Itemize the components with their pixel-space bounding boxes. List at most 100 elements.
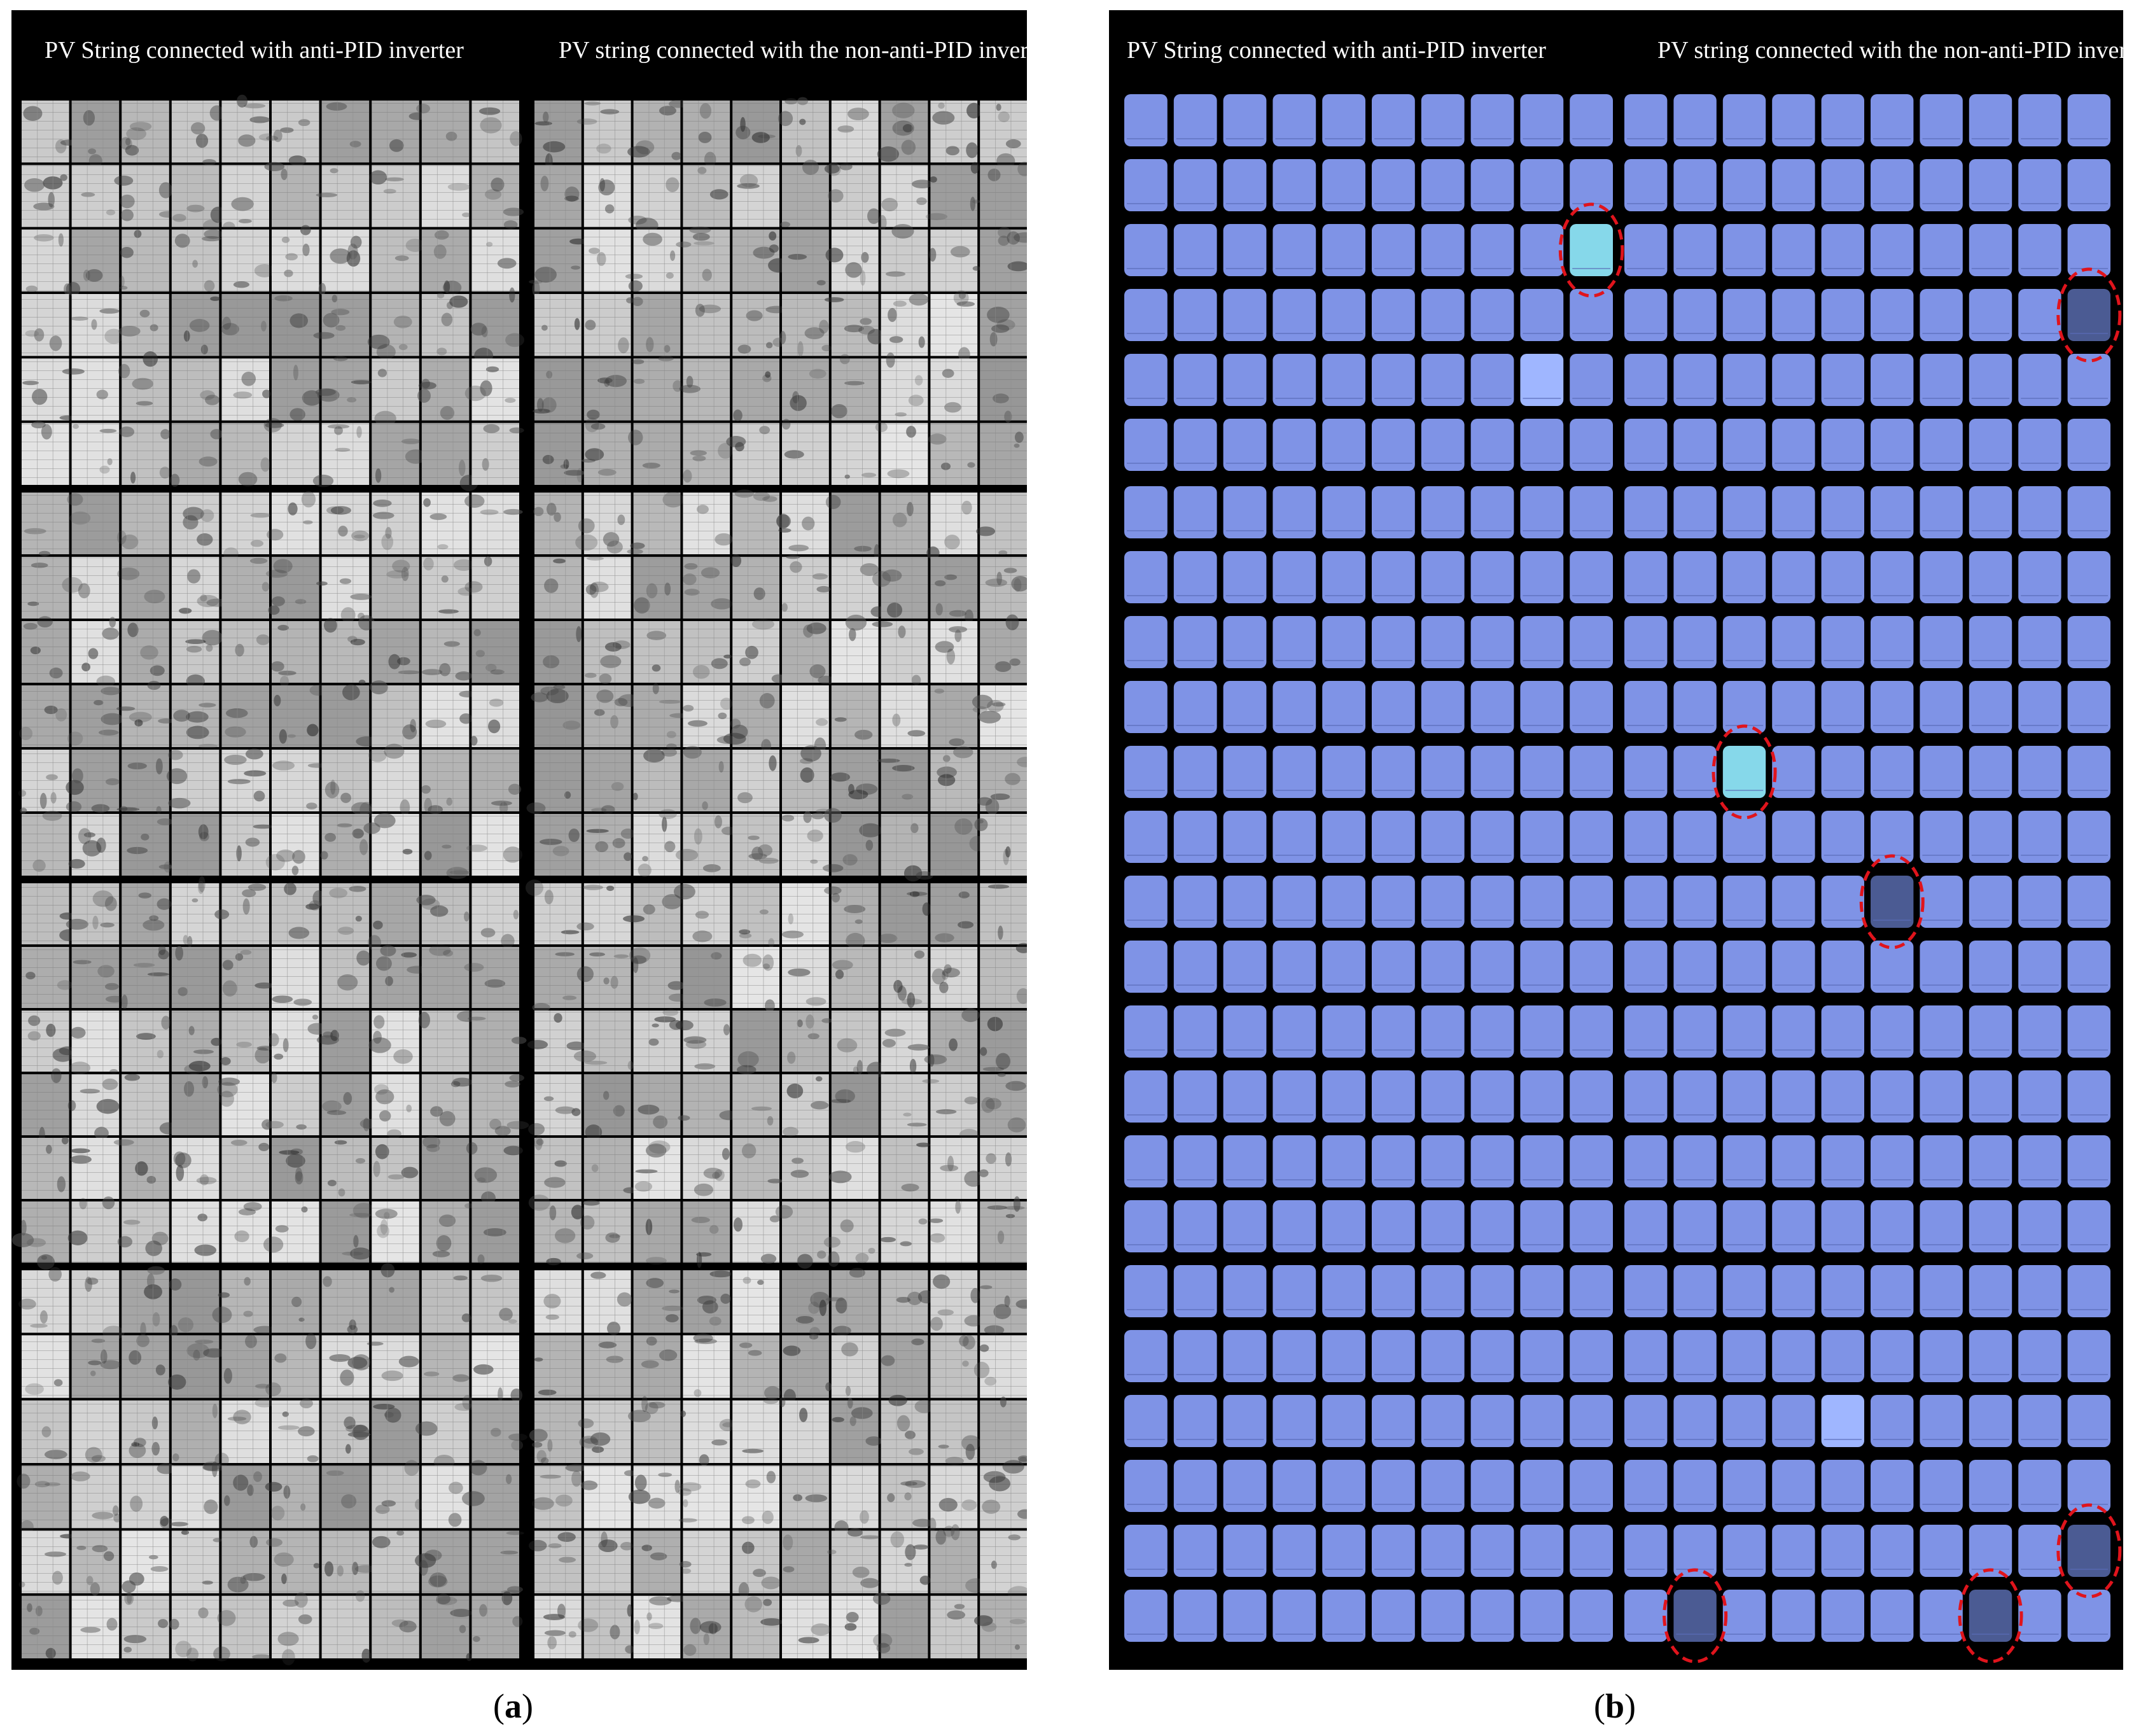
pv-cell [1871, 551, 1914, 603]
pv-cell [1821, 1395, 1864, 1447]
pv-cell [1372, 1330, 1415, 1382]
pv-cell [2018, 811, 2061, 863]
pv-cell [1520, 746, 1564, 798]
pv-cell [1570, 94, 1613, 146]
pv-cell [1772, 681, 1815, 733]
pv-cell [1124, 224, 1168, 276]
pv-cell [2018, 681, 2061, 733]
pv-cell [1821, 1525, 1864, 1577]
pv-cell [1273, 1395, 1316, 1447]
pv-cell [2018, 1070, 2061, 1123]
pv-cell [1520, 289, 1564, 341]
pv-cell [1421, 811, 1465, 863]
pv-cell [1273, 159, 1316, 211]
pv-cell [1173, 1460, 1217, 1512]
pv-cell [1772, 1200, 1815, 1252]
pv-cell [1871, 616, 1914, 668]
pv-cell [1322, 289, 1365, 341]
defect-highlight-ring [2056, 1503, 2122, 1599]
defect-highlight-ring [1958, 1568, 2023, 1663]
pv-cell [1173, 289, 1217, 341]
pv-cell [1969, 419, 2012, 471]
pv-cell [2067, 1395, 2110, 1447]
pv-cell [1124, 94, 1168, 146]
pv-cell [1969, 289, 2012, 341]
pv-cell [1821, 551, 1864, 603]
pv-cell [1722, 1330, 1766, 1382]
pv-cell [1470, 616, 1514, 668]
pv-cell [1223, 1135, 1267, 1187]
pv-cell [1871, 159, 1914, 211]
pv-cell [1322, 1070, 1365, 1123]
pv-cell [1624, 159, 1668, 211]
pv-cell [1722, 1590, 1766, 1642]
pv-cell [1871, 746, 1914, 798]
pv-cell [1920, 1135, 1963, 1187]
pv-cell [1470, 1200, 1514, 1252]
pv-cell [1624, 289, 1668, 341]
panel-b-title-left: PV String connected with anti-PID invert… [1127, 37, 1546, 64]
pv-cell [1969, 159, 2012, 211]
pv-cell [1570, 551, 1613, 603]
pv-cell [1673, 1005, 1717, 1058]
pv-cell [1772, 354, 1815, 406]
pv-cell [1722, 354, 1766, 406]
pv-cell [2067, 876, 2110, 928]
pv-cell [1173, 159, 1217, 211]
pv-cell [1624, 1200, 1668, 1252]
pv-cell [1470, 159, 1514, 211]
pv-cell [1124, 486, 1168, 538]
pv-cell [1372, 94, 1415, 146]
pv-cell [1124, 1200, 1168, 1252]
pv-cell [1570, 616, 1613, 668]
pv-cell [1920, 616, 1963, 668]
defect-highlight-ring [1712, 724, 1777, 820]
defect-highlight-ring [1663, 1568, 1728, 1663]
panel-a-title-right: PV string connected with the non-anti-PI… [559, 37, 1054, 64]
pv-cell [1624, 811, 1668, 863]
pv-cell [1821, 486, 1864, 538]
pv-cell [1570, 1005, 1613, 1058]
pv-cell [1871, 1395, 1914, 1447]
pv-cell [2067, 1460, 2110, 1512]
pv-cell [1173, 1005, 1217, 1058]
pv-cell [1520, 1395, 1564, 1447]
pv-cell [1821, 1135, 1864, 1187]
pv-cell [1969, 616, 2012, 668]
pv-cell [1322, 941, 1365, 993]
caption-b: (b) [1594, 1687, 1636, 1725]
pv-cell [1821, 289, 1864, 341]
pv-cell [1520, 941, 1564, 993]
pv-cell [1470, 289, 1514, 341]
pv-cell [1173, 1330, 1217, 1382]
pv-cell [1273, 94, 1316, 146]
pv-cell [1871, 1265, 1914, 1317]
pv-cell [1520, 159, 1564, 211]
pv-cell [1124, 289, 1168, 341]
caption-b-letter: b [1605, 1687, 1625, 1725]
pv-cell [1421, 746, 1465, 798]
pv-cell [1124, 681, 1168, 733]
pv-cell [1920, 159, 1963, 211]
pv-cell [1520, 616, 1564, 668]
cell-map-grid [1124, 94, 2122, 1663]
pv-cell [1421, 941, 1465, 993]
pv-cell [1969, 681, 2012, 733]
pv-cell [1920, 94, 1963, 146]
pv-cell [2067, 1200, 2110, 1252]
pv-cell [1223, 616, 1267, 668]
pv-cell [1470, 551, 1514, 603]
pv-cell [1124, 1590, 1168, 1642]
pv-cell [1173, 354, 1217, 406]
pv-cell [1722, 224, 1766, 276]
pv-cell [1673, 1395, 1717, 1447]
pv-cell [1421, 616, 1465, 668]
pv-cell [1570, 746, 1613, 798]
pv-cell [2018, 419, 2061, 471]
pv-cell [1273, 876, 1316, 928]
pv-cell [1624, 1005, 1668, 1058]
pv-cell [1570, 419, 1613, 471]
pv-cell [1821, 419, 1864, 471]
pv-cell [1273, 1265, 1316, 1317]
pv-cell [1470, 354, 1514, 406]
